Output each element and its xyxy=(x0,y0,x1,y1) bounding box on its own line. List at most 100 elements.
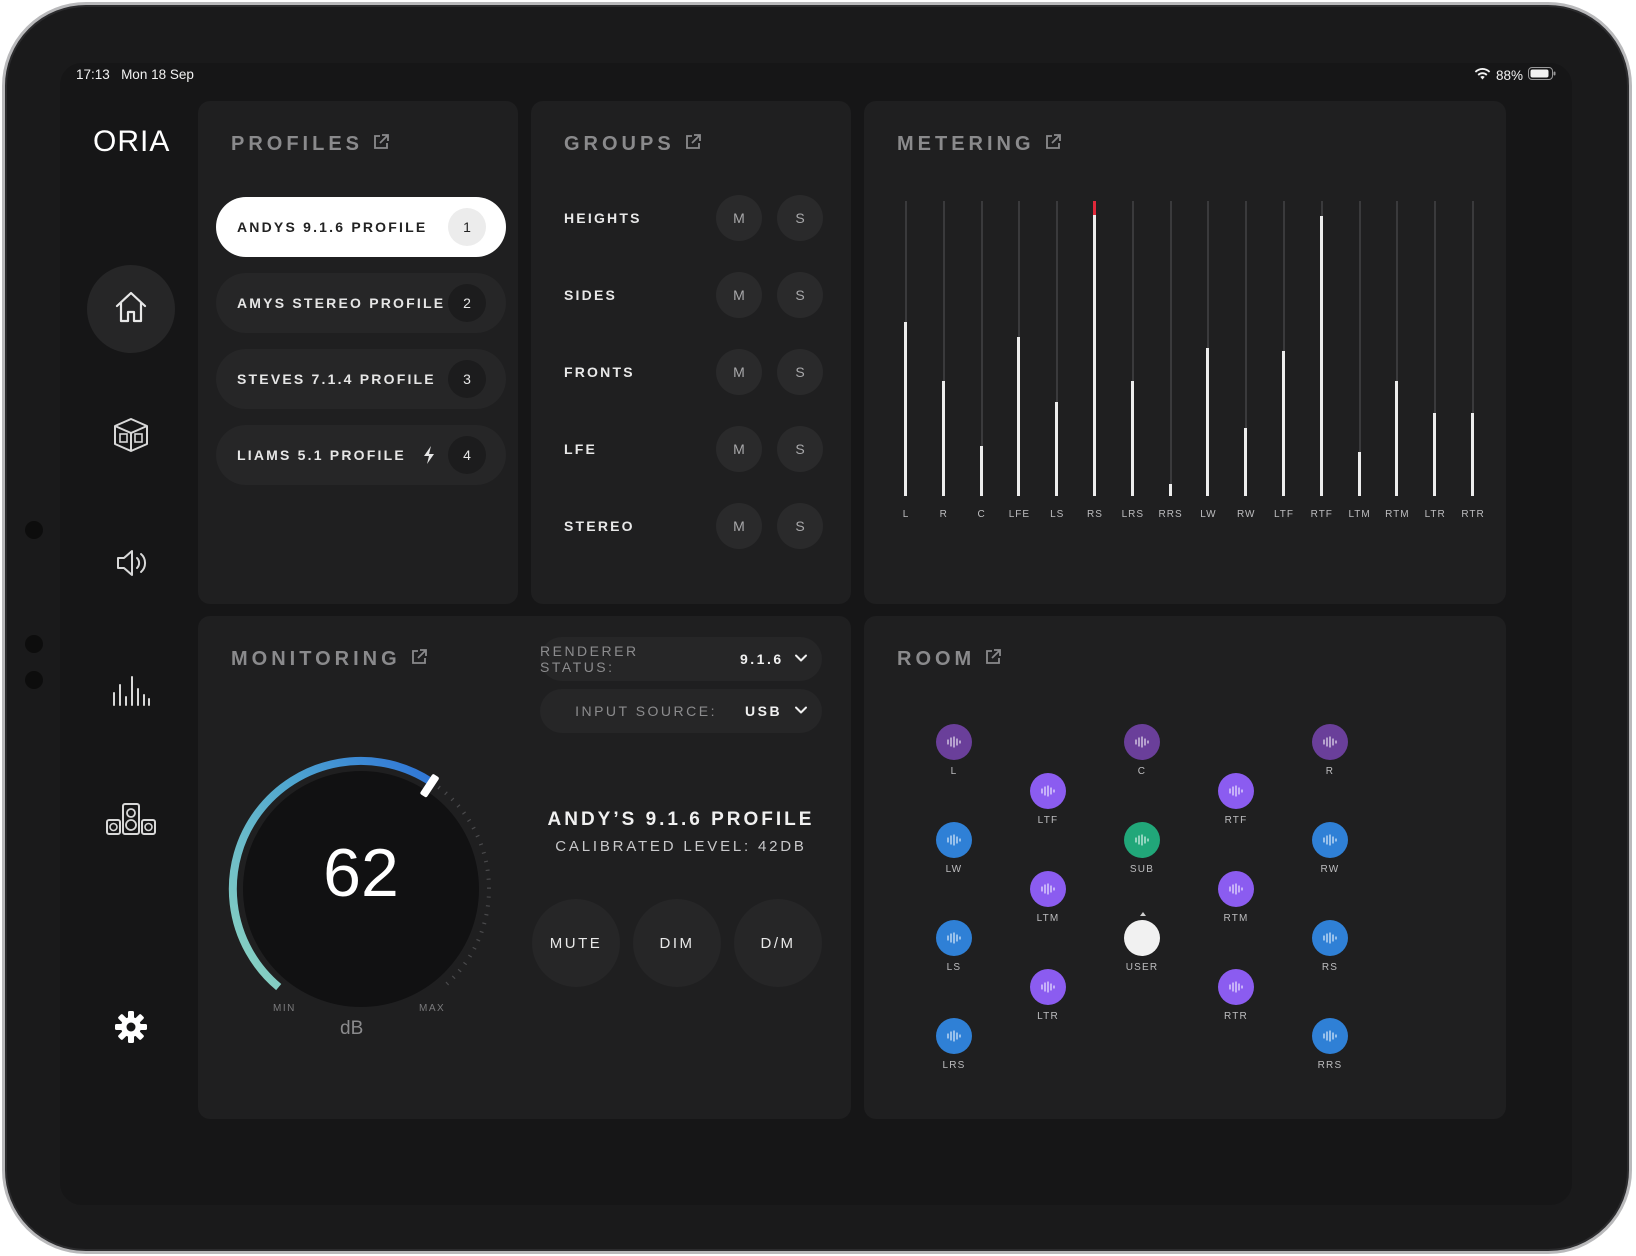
mute-button[interactable]: M xyxy=(716,503,762,549)
knob-tick xyxy=(485,905,490,907)
solo-button[interactable]: S xyxy=(777,349,823,395)
chevron-down-icon xyxy=(794,651,808,668)
room-speaker-ltr[interactable]: LTR xyxy=(1008,969,1088,1029)
room-speaker-ltf[interactable]: LTF xyxy=(1008,773,1088,833)
external-link-icon[interactable] xyxy=(1043,133,1061,156)
wifi-icon xyxy=(1474,67,1491,83)
volume-max-label: MAX xyxy=(419,1003,446,1014)
meter-track xyxy=(1169,201,1172,496)
profile-item[interactable]: AMYS STEREO PROFILE 2 xyxy=(216,273,506,333)
meter-channel: LTF xyxy=(1270,201,1298,531)
group-row-fronts: FRONTS M S xyxy=(564,349,824,395)
profile-number: 4 xyxy=(448,436,486,474)
room-box-icon xyxy=(112,416,150,459)
app-screen: 17:13 Mon 18 Sep 88% ORIA xyxy=(60,63,1572,1205)
room-speaker-rrs[interactable]: RRS xyxy=(1290,1018,1370,1078)
dim-mute-button[interactable]: D/M xyxy=(734,899,822,987)
meter-bars-icon xyxy=(111,673,151,714)
meter-track xyxy=(942,201,945,496)
room-speaker-l[interactable]: L xyxy=(914,724,994,784)
dim-button[interactable]: DIM xyxy=(633,899,721,987)
input-source-value: USB xyxy=(745,703,783,719)
meter-level-bar xyxy=(1093,213,1096,496)
side-button xyxy=(25,635,43,653)
meter-channel-label: LFE xyxy=(1008,509,1031,520)
mute-button[interactable]: M xyxy=(716,272,762,318)
meter-channel: RTF xyxy=(1308,201,1336,531)
room-speaker-sub[interactable]: SUB xyxy=(1102,822,1182,882)
mute-button[interactable]: M xyxy=(716,426,762,472)
room-speaker-lw[interactable]: LW xyxy=(914,822,994,882)
profile-label: AMYS STEREO PROFILE xyxy=(237,295,446,311)
solo-button[interactable]: S xyxy=(777,272,823,318)
room-speaker-rtf[interactable]: RTF xyxy=(1196,773,1276,833)
speaker-waveform-icon xyxy=(1218,969,1254,1005)
room-speaker-c[interactable]: C xyxy=(1102,724,1182,784)
meter-level-bar xyxy=(1282,351,1285,496)
meter-channel-label: RTF xyxy=(1310,509,1333,520)
room-speaker-label: USER xyxy=(1125,962,1159,973)
knob-tick xyxy=(445,981,450,986)
status-bar: 17:13 Mon 18 Sep 88% xyxy=(60,63,1572,103)
nav-speakers[interactable] xyxy=(87,777,175,865)
group-row-lfe: LFE M S xyxy=(564,426,824,472)
nav-metering[interactable] xyxy=(87,649,175,737)
nav-home[interactable] xyxy=(87,265,175,353)
solo-button[interactable]: S xyxy=(777,426,823,472)
meter-level-bar xyxy=(1433,413,1437,496)
knob-tick xyxy=(451,975,456,980)
room-speaker-rw[interactable]: RW xyxy=(1290,822,1370,882)
meter-level-bar xyxy=(1130,381,1134,496)
nav-room[interactable] xyxy=(87,393,175,481)
room-title: ROOM xyxy=(897,648,1002,671)
speaker-waveform-icon xyxy=(936,920,972,956)
app-logo: ORIA xyxy=(93,125,171,158)
external-link-icon[interactable] xyxy=(683,133,701,156)
side-button xyxy=(25,521,43,539)
mute-button[interactable]: M xyxy=(716,195,762,241)
volume-knob[interactable]: 62 xyxy=(226,754,496,1024)
meter-channel-label: LTM xyxy=(1348,509,1371,520)
meter-channel: LTM xyxy=(1346,201,1374,531)
external-link-icon[interactable] xyxy=(371,133,389,156)
meter-level-bar xyxy=(1319,216,1323,496)
meter-channel-label: LRS xyxy=(1121,509,1145,520)
room-speaker-r[interactable]: R xyxy=(1290,724,1370,784)
group-label: HEIGHTS xyxy=(564,210,642,226)
room-speaker-label: RRS xyxy=(1317,1060,1343,1071)
input-source-select[interactable]: INPUT SOURCE: USB xyxy=(540,689,822,733)
solo-button[interactable]: S xyxy=(777,503,823,549)
room-speaker-rtr[interactable]: RTR xyxy=(1196,969,1276,1029)
mute-button[interactable]: M xyxy=(716,349,762,395)
profile-item[interactable]: ANDYS 9.1.6 PROFILE 1 xyxy=(216,197,506,257)
nav-volume[interactable] xyxy=(87,521,175,609)
battery-icon xyxy=(1528,67,1556,83)
current-profile-name: ANDY’S 9.1.6 PROFILE xyxy=(547,809,815,830)
monitoring-panel: MONITORING RENDERER STATUS: 9.1.6 INPUT … xyxy=(198,616,851,1119)
mute-button[interactable]: MUTE xyxy=(532,899,620,987)
room-speaker-user[interactable]: USER xyxy=(1102,912,1182,980)
room-speaker-ls[interactable]: LS xyxy=(914,920,994,980)
meter-level-bar xyxy=(941,381,945,496)
renderer-status-select[interactable]: RENDERER STATUS: 9.1.6 xyxy=(540,637,822,681)
room-speaker-rs[interactable]: RS xyxy=(1290,920,1370,980)
room-speaker-lrs[interactable]: LRS xyxy=(914,1018,994,1078)
external-link-icon[interactable] xyxy=(409,648,427,671)
profile-item[interactable]: STEVES 7.1.4 PROFILE 3 xyxy=(216,349,506,409)
profile-label: ANDYS 9.1.6 PROFILE xyxy=(237,219,428,235)
bolt-icon xyxy=(422,445,436,468)
knob-tick xyxy=(479,930,484,934)
external-link-icon[interactable] xyxy=(983,648,1002,671)
meter-channel: LS xyxy=(1043,201,1071,531)
room-speaker-rtm[interactable]: RTM xyxy=(1196,871,1276,931)
knob-tick xyxy=(481,851,486,855)
solo-button[interactable]: S xyxy=(777,195,823,241)
knob-tick xyxy=(478,843,484,846)
nav-settings[interactable] xyxy=(87,985,175,1073)
status-date: Mon 18 Sep xyxy=(121,67,194,82)
profile-item[interactable]: LIAMS 5.1 PROFILE 4 xyxy=(216,425,506,485)
knob-handle[interactable] xyxy=(420,773,440,798)
room-speaker-label: RS xyxy=(1321,962,1339,973)
room-speaker-ltm[interactable]: LTM xyxy=(1008,871,1088,931)
input-source-label: INPUT SOURCE: xyxy=(575,703,717,719)
